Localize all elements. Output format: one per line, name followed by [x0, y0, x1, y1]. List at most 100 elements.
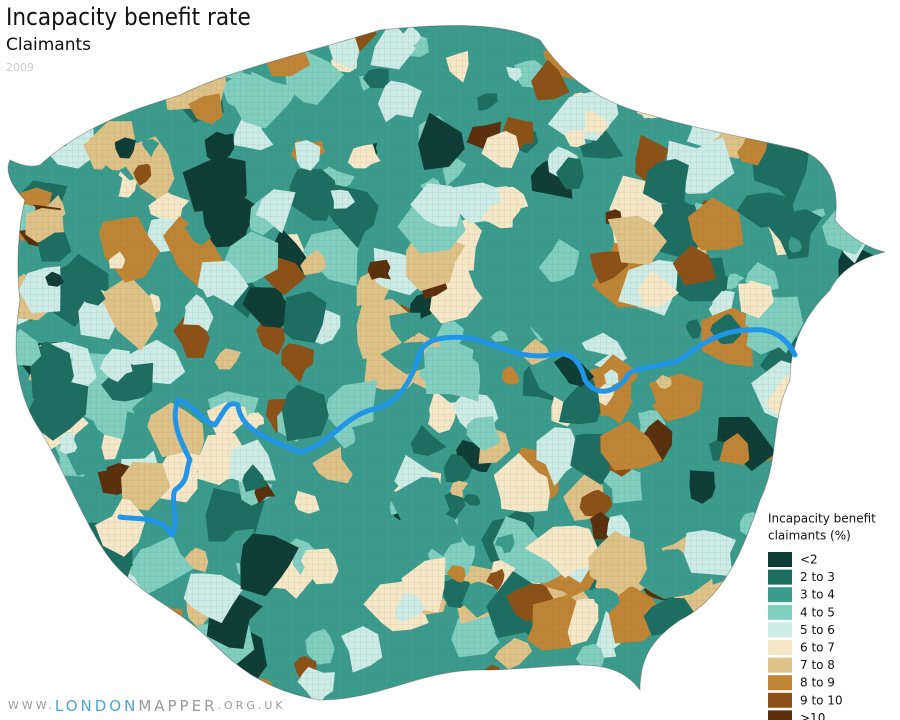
map-region	[187, 672, 211, 697]
map-region	[849, 426, 885, 497]
legend-label: 3 to 4	[800, 588, 835, 602]
map-region	[31, 59, 64, 97]
river-thames	[117, 327, 798, 538]
map-region	[101, 37, 115, 56]
map-region	[658, 25, 675, 43]
map-region	[849, 457, 885, 507]
map-region	[808, 41, 852, 87]
map-region	[88, 575, 128, 619]
map-region	[838, 573, 885, 614]
map-region	[116, 636, 133, 657]
subtitle: Claimants	[6, 35, 91, 55]
year: 2009	[6, 61, 34, 74]
map-region	[725, 68, 757, 103]
map-region	[876, 406, 885, 419]
map-region	[781, 97, 799, 113]
map-region	[800, 25, 853, 74]
map-region	[860, 360, 885, 386]
map-region	[44, 452, 55, 467]
legend-swatch	[768, 569, 792, 585]
map-region	[740, 574, 757, 594]
map-region	[684, 650, 702, 666]
map-region	[139, 42, 175, 71]
legend-title: Incapacity benefit	[768, 512, 876, 526]
map-region	[34, 551, 58, 574]
map-region	[159, 621, 185, 644]
map-region	[496, 681, 531, 700]
map-region	[747, 88, 798, 141]
map-region	[114, 615, 165, 679]
map-region	[844, 470, 868, 495]
legend: Incapacity benefit claimants (%) <2 2 to …	[768, 512, 876, 720]
map-region	[737, 30, 757, 48]
map-region	[652, 54, 699, 89]
map-region	[797, 67, 826, 104]
map-region	[852, 177, 879, 203]
map-region	[822, 25, 885, 79]
footer-suffix: .ORG.UK	[218, 699, 286, 712]
map-region	[87, 73, 107, 92]
map-region	[8, 647, 27, 672]
map-region	[584, 49, 612, 78]
map-region	[613, 69, 637, 102]
map-region	[664, 675, 716, 700]
map-region	[85, 74, 103, 91]
map-region	[75, 630, 96, 655]
legend-label: 5 to 6	[800, 623, 835, 637]
map-region	[777, 450, 807, 478]
title: Incapacity benefit rate	[6, 3, 251, 31]
footer-prefix: WWW.	[8, 699, 55, 712]
map-region	[774, 62, 849, 129]
map-region	[8, 375, 20, 400]
map-region	[107, 612, 166, 673]
legend-swatch	[768, 640, 792, 655]
map-region	[842, 318, 879, 362]
map-region	[144, 625, 195, 674]
map-region	[881, 155, 885, 174]
map-region	[209, 670, 225, 687]
map-region	[88, 605, 116, 633]
map-region	[42, 573, 94, 632]
legend-swatch	[768, 675, 792, 691]
map-region	[35, 515, 85, 558]
map-region	[804, 75, 829, 97]
map-region	[830, 76, 885, 122]
legend-label: >10	[800, 711, 825, 720]
legend-label: 8 to 9	[800, 676, 835, 690]
map-region	[8, 192, 19, 216]
map-region	[159, 655, 182, 686]
map-mesh	[7, 25, 886, 701]
map-region	[833, 602, 883, 652]
map-region	[97, 42, 148, 95]
map-region	[8, 109, 46, 165]
map-region	[19, 470, 46, 502]
map-region	[771, 471, 817, 517]
map-region	[584, 62, 599, 82]
map-region	[764, 473, 798, 499]
map-region	[831, 366, 847, 382]
map-region	[875, 308, 885, 336]
footer-brand-b: MAPPER	[138, 697, 217, 715]
legend-label: 2 to 3	[800, 570, 835, 584]
legend-label: 9 to 10	[800, 693, 843, 707]
map-region	[8, 111, 25, 130]
map-region	[851, 305, 885, 345]
map-region	[760, 104, 780, 121]
map-region	[832, 423, 885, 468]
legend-swatch	[768, 604, 792, 620]
map-region	[121, 94, 139, 109]
map-region	[705, 636, 751, 676]
map-region	[736, 25, 790, 73]
map-region	[874, 375, 885, 411]
footer-url: WWW.LONDONMAPPER.ORG.UK	[8, 697, 286, 715]
map-region	[774, 468, 799, 490]
map-region	[735, 57, 762, 91]
legend-label: <2	[800, 553, 818, 567]
map-region	[837, 61, 876, 97]
map-region	[64, 599, 116, 649]
map-region	[845, 306, 866, 324]
legend-label: 6 to 7	[800, 641, 835, 655]
map-region	[690, 667, 713, 700]
map-region	[8, 486, 50, 540]
map-region	[620, 52, 645, 74]
